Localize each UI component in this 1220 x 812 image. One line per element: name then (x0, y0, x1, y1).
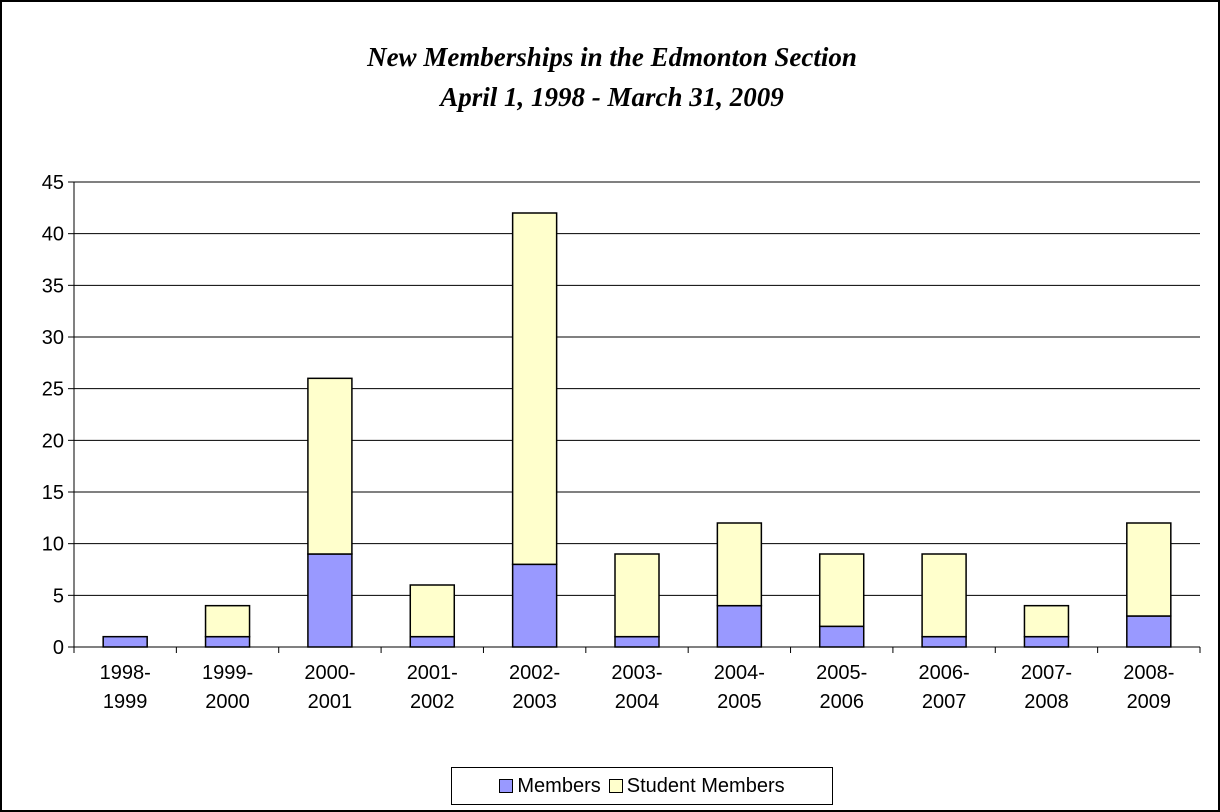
x-tick-label: 1999 (103, 691, 148, 713)
bar-student-members (921, 553, 967, 638)
x-tick-label: 2001- (407, 662, 458, 684)
bar-members (921, 635, 967, 648)
bar-student-members (204, 604, 251, 638)
y-tick-label: 45 (42, 172, 64, 194)
y-tick-label: 20 (42, 430, 64, 452)
y-tick-label: 10 (42, 534, 64, 556)
legend-label-members: Members (517, 774, 601, 797)
bar-student-members (1126, 522, 1172, 617)
x-tick-label: 2005- (816, 662, 867, 684)
x-tick-label: 2002 (410, 691, 455, 713)
x-tick-label: 2009 (1127, 691, 1172, 713)
bar-student-members (409, 584, 456, 638)
bar-members (716, 604, 763, 648)
bar-members (614, 635, 660, 648)
bar-student-members (614, 553, 660, 638)
legend-swatch-student-members (608, 779, 623, 793)
legend-label-student-members: Student Members (626, 774, 785, 797)
x-tick-label: 2006- (919, 662, 970, 684)
bar-student-members (716, 522, 763, 607)
y-tick-label: 40 (42, 224, 64, 246)
y-tick-label: 25 (42, 379, 64, 401)
x-tick-label: 1999- (202, 662, 253, 684)
bar-student-members (818, 553, 865, 628)
legend-swatch-members (499, 779, 514, 793)
x-tick-label: 2000- (304, 662, 355, 684)
bar-members (818, 625, 865, 648)
bar-student-members (511, 212, 558, 566)
y-tick-label: 0 (53, 637, 64, 659)
chart-title: New Memberships in the Edmonton Section (367, 42, 857, 72)
x-tick-label: 2002- (509, 662, 560, 684)
bar-student-members (1023, 604, 1070, 638)
x-tick-label: 1998- (100, 662, 151, 684)
bar-members (204, 635, 251, 648)
legend-item-members: Members (499, 774, 601, 798)
bar-members (511, 563, 558, 648)
y-tick-label: 30 (42, 327, 64, 349)
chart-subtitle: April 1, 1998 - March 31, 2009 (440, 82, 784, 112)
bar-members (1126, 615, 1172, 648)
x-tick-label: 2000 (205, 691, 250, 713)
y-tick-label: 35 (42, 275, 64, 297)
bar-members (307, 553, 353, 648)
bar-members (102, 635, 148, 648)
y-tick-label: 5 (53, 585, 64, 607)
x-tick-label: 2007- (1021, 662, 1072, 684)
x-tick-label: 2006 (819, 691, 864, 713)
x-tick-label: 2008- (1123, 662, 1174, 684)
bar-student-members (307, 377, 353, 555)
x-tick-label: 2008 (1024, 691, 1069, 713)
x-tick-label: 2003- (611, 662, 662, 684)
legend: Members Student Members (451, 767, 833, 805)
x-tick-label: 2005 (717, 691, 762, 713)
x-tick-label: 2004- (714, 662, 765, 684)
bar-members (409, 635, 456, 648)
x-tick-label: 2007 (922, 691, 967, 713)
x-tick-label: 2003 (512, 691, 557, 713)
y-tick-label: 15 (42, 482, 64, 504)
legend-item-student-members: Student Members (608, 774, 785, 798)
x-tick-label: 2004 (615, 691, 660, 713)
bar-members (1023, 635, 1070, 648)
x-tick-label: 2001 (308, 691, 353, 713)
